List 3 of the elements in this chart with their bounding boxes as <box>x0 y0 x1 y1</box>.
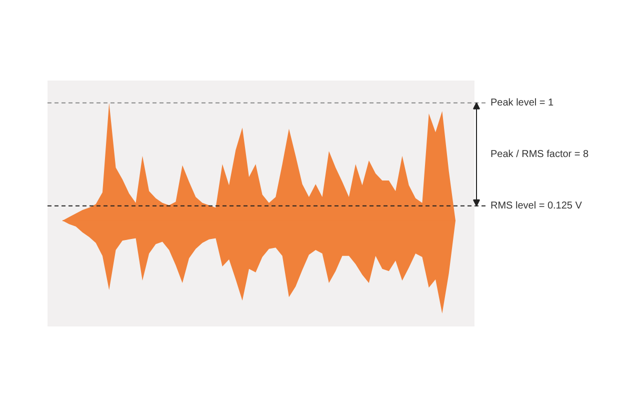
ref-line-label: Peak level = 1 <box>490 97 554 108</box>
text: Peak / RMS factor = 8 <box>490 148 590 160</box>
ref-line-label: RMS level = 0.125 V <box>490 200 582 212</box>
